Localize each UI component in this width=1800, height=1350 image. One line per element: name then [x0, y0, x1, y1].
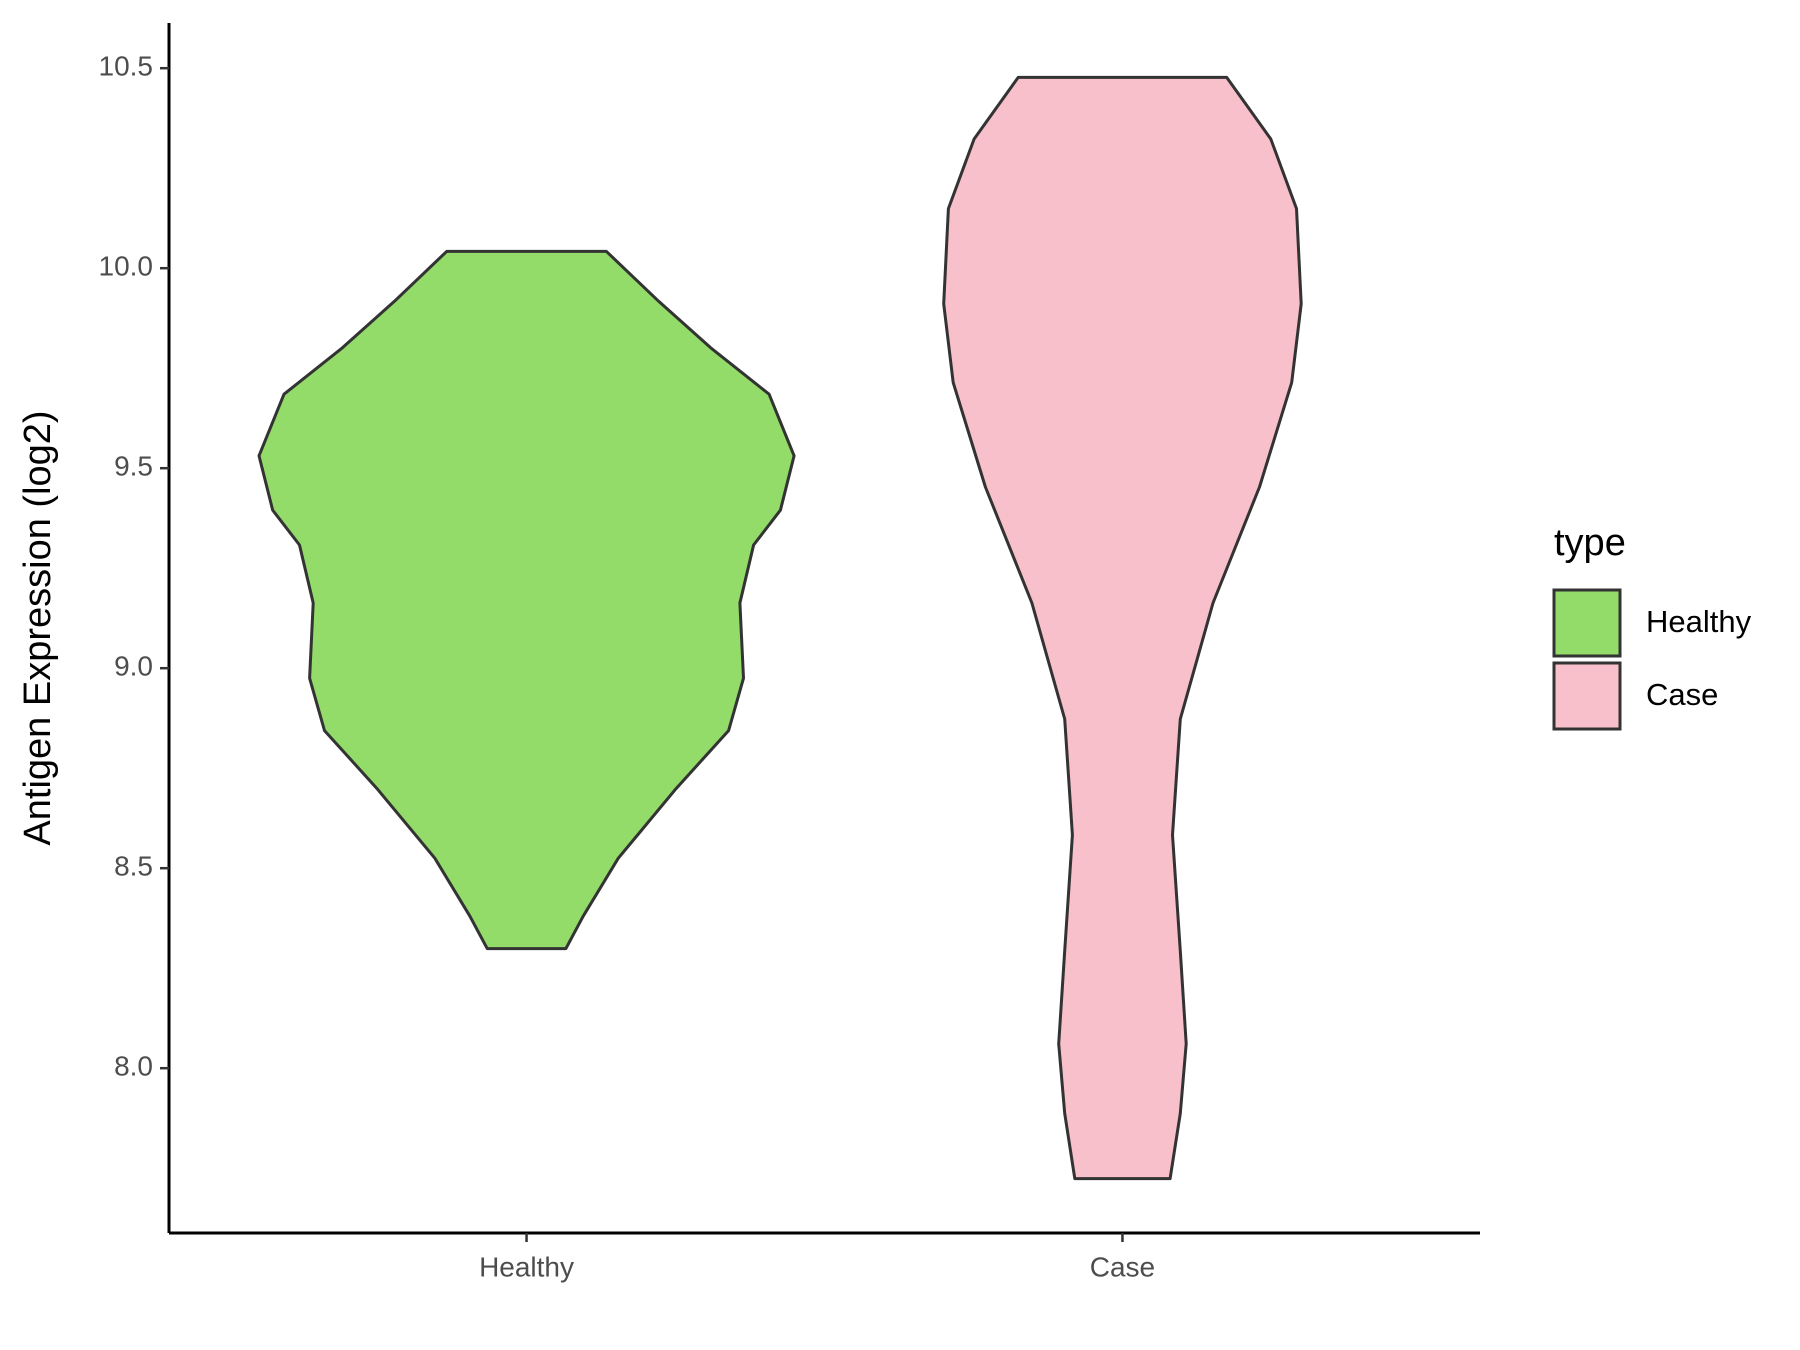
legend-label: Healthy [1646, 604, 1752, 639]
x-tick-label: Healthy [479, 1251, 574, 1282]
y-tick-label: 8.5 [114, 851, 153, 882]
violin [942, 75, 1303, 1181]
y-axis-title: Antigen Expression (log2) [17, 410, 59, 845]
y-tick-label: 10.0 [99, 251, 154, 282]
legend-swatch [1552, 588, 1622, 658]
y-tick-label: 9.0 [114, 651, 153, 682]
violin [257, 249, 796, 951]
y-tick-label: 10.5 [99, 51, 154, 82]
y-tick-label: 8.0 [114, 1051, 153, 1082]
x-tick-label: Case [1090, 1251, 1155, 1282]
legend-title: type [1554, 522, 1626, 564]
y-tick-label: 9.5 [114, 451, 153, 482]
legend-swatch [1552, 661, 1622, 731]
legend-label: Case [1646, 677, 1718, 712]
